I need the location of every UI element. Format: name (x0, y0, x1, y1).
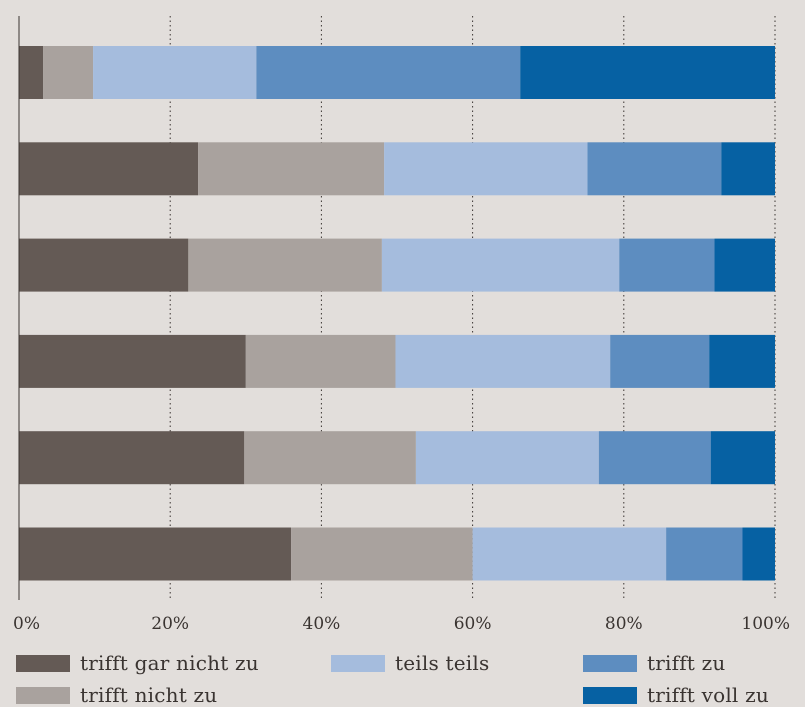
bar-segment (415, 431, 599, 485)
x-tick-label: 80% (605, 614, 643, 634)
bar-segment (19, 238, 189, 292)
legend-item-teils-teils: teils teils (331, 651, 489, 675)
bar-segment (19, 334, 246, 388)
bar-segment (291, 527, 473, 581)
x-axis-ticks: 0% 20% 40% 60% 80% 100% (13, 614, 790, 634)
x-tick-label: 40% (303, 614, 341, 634)
legend-swatch (16, 686, 70, 704)
bar-segment (43, 46, 94, 99)
bar-segment (520, 46, 775, 99)
x-tick-label: 0% (13, 614, 40, 634)
x-tick-label: 100% (741, 614, 790, 634)
legend-label: trifft gar nicht zu (80, 651, 259, 675)
legend-swatch (331, 654, 385, 672)
bar-segment (188, 238, 382, 292)
bar-segment (198, 142, 385, 196)
bar-segment (19, 431, 245, 485)
bar-segment (384, 142, 588, 196)
x-tick-label: 20% (151, 614, 189, 634)
legend-label: trifft nicht zu (80, 683, 218, 707)
bar-segment (666, 527, 743, 581)
bar-segment (619, 238, 715, 292)
legend-label: trifft zu (647, 651, 726, 675)
bar-segment (598, 431, 711, 485)
legend-swatch (583, 686, 637, 704)
bar-segment (721, 142, 775, 196)
bar-segment (256, 46, 521, 99)
bar-segment (19, 142, 199, 196)
legend-item-trifft-nicht-zu: trifft nicht zu (16, 683, 217, 707)
stacked-bar-chart: 0% 20% 40% 60% 80% 100% (13, 16, 790, 634)
legend-label: teils teils (395, 651, 490, 675)
bar-segment (587, 142, 722, 196)
bar-segment (610, 334, 710, 388)
bar-segment (381, 238, 620, 292)
legend-item-trifft-zu: trifft zu (583, 651, 725, 675)
bar-segment (710, 431, 775, 485)
legend-item-trifft-gar-nicht-zu: trifft gar nicht zu (16, 651, 259, 675)
bar-segment (472, 527, 667, 581)
bar-segment (742, 527, 775, 581)
bar-segment (714, 238, 775, 292)
legend-swatch (16, 654, 70, 672)
bar-segment (245, 334, 396, 388)
bar-segment (19, 46, 44, 99)
gridlines (169, 16, 776, 600)
legend-label: trifft voll zu (647, 683, 769, 707)
bar-segment (395, 334, 611, 388)
bar-segment (709, 334, 775, 388)
bar-segment (93, 46, 257, 99)
bar-segment (244, 431, 416, 485)
x-tick-label: 60% (454, 614, 492, 634)
legend-swatch (583, 654, 637, 672)
legend-item-trifft-voll-zu: trifft voll zu (583, 683, 769, 707)
bars (19, 46, 775, 581)
bar-segment (19, 527, 292, 581)
